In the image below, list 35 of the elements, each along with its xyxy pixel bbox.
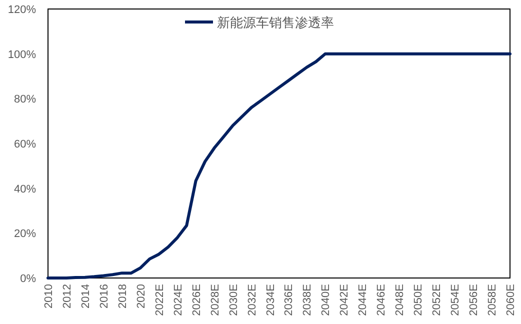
x-tick-label: 2030E: [228, 284, 240, 316]
x-tick-label: 2040E: [320, 284, 332, 316]
y-tick-label: 60%: [14, 138, 36, 150]
x-tick-label: 2034E: [264, 284, 277, 316]
x-tick-label: 2060E: [505, 284, 517, 316]
y-tick-label: 0%: [20, 273, 36, 285]
x-tick-label: 2012: [61, 284, 74, 308]
x-tick-label: 2042E: [338, 284, 351, 316]
x-tick-label: 2022E: [154, 284, 166, 316]
x-tick-label: 2054E: [450, 284, 462, 316]
x-tick-label: 2036E: [283, 284, 296, 316]
line-series: [46, 52, 512, 280]
x-tick-label: 2032E: [246, 284, 258, 316]
x-tick-label: 2038E: [302, 284, 314, 316]
x-tick-label: 2026E: [190, 284, 203, 316]
x-tick-label: 2010: [43, 284, 55, 308]
x-tick-label: 2028E: [209, 284, 222, 316]
legend-label: 新能源车销售渗透率: [217, 15, 334, 30]
y-tick-label: 20%: [14, 228, 36, 240]
x-tick-label: 2044E: [357, 284, 370, 316]
y-tick-label: 40%: [14, 183, 36, 196]
y-tick-label: 100%: [8, 48, 36, 61]
x-tick-label: 2018: [116, 284, 129, 308]
y-tick-label: 120%: [8, 4, 36, 16]
x-tick-label: 2052E: [431, 284, 444, 316]
x-tick-label: 2048E: [394, 284, 406, 316]
y-tick-label: 80%: [14, 94, 36, 106]
x-tick-label: 2050E: [412, 284, 425, 316]
x-tick-label: 2016: [98, 284, 110, 308]
x-tick-label: 2058E: [486, 284, 499, 316]
x-tick-label: 2020: [135, 284, 148, 308]
x-tick-label: 2014: [80, 284, 92, 308]
x-tick-label: 2024E: [172, 284, 184, 316]
x-tick-label: 2056E: [468, 284, 480, 316]
x-tick-label: 2046E: [376, 284, 388, 316]
